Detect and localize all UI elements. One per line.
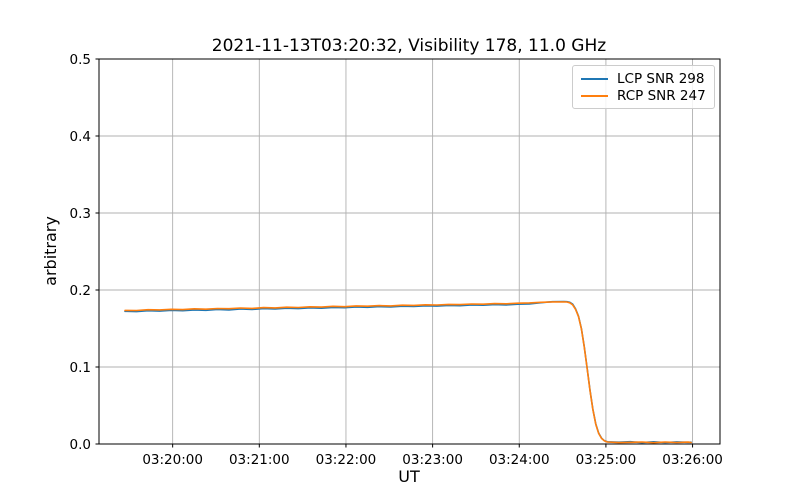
y-tick-label: 0.4 <box>70 129 91 145</box>
x-tick-label: 03:26:00 <box>662 452 723 468</box>
x-tick-label: 03:25:00 <box>576 452 637 468</box>
legend: LCP SNR 298 RCP SNR 247 <box>572 65 715 109</box>
chart-title: 2021-11-13T03:20:32, Visibility 178, 11.… <box>212 36 606 56</box>
legend-entry-rcp: RCP SNR 247 <box>581 87 706 104</box>
lcp-line-swatch-icon <box>581 77 608 80</box>
tick-labels: 03:20:00 03:21:00 03:22:00 03:23:00 03:24:00… <box>70 52 723 468</box>
y-axis-label: arbitrary <box>41 216 60 286</box>
y-tick-label: 0.0 <box>70 437 91 453</box>
y-tick-label: 0.2 <box>70 283 91 299</box>
y-tick-label: 0.1 <box>70 360 91 376</box>
x-tick-label: 03:23:00 <box>402 452 463 468</box>
legend-label-rcp: RCP SNR 247 <box>617 87 706 104</box>
rcp-data-line <box>124 301 692 444</box>
x-tick-label: 03:24:00 <box>489 452 550 468</box>
y-tick-label: 0.5 <box>70 52 91 68</box>
x-axis-label: UT <box>398 467 420 486</box>
tick-marks <box>95 58 694 448</box>
legend-entry-lcp: LCP SNR 298 <box>581 70 706 87</box>
x-tick-label: 03:21:00 <box>229 452 290 468</box>
y-tick-label: 0.3 <box>70 206 91 222</box>
rcp-line-swatch-icon <box>581 94 608 97</box>
data-series <box>124 300 692 444</box>
axes-spines <box>98 58 721 445</box>
x-tick-label: 03:20:00 <box>142 452 203 468</box>
legend-label-lcp: LCP SNR 298 <box>617 70 705 87</box>
x-tick-label: 03:22:00 <box>316 452 377 468</box>
